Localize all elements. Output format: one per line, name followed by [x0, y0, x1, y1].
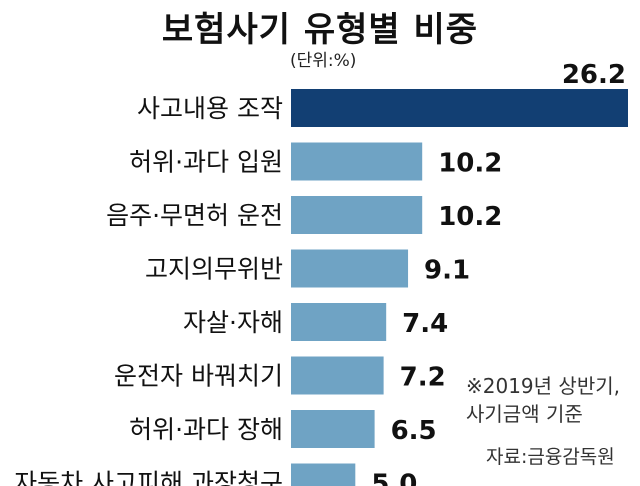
bar-3: [291, 249, 409, 288]
category-label-5: 운전자 바꿔치기: [114, 362, 283, 391]
unit-label: (단위:%): [290, 51, 357, 71]
category-label-4: 자살·자해: [183, 308, 283, 337]
source-label: 자료:금융감독원: [486, 446, 615, 468]
footnote: ※2019년 상반기, 사기금액 기준: [466, 372, 620, 428]
bar-0: [291, 89, 628, 127]
footnote-line-2: 사기금액 기준: [466, 402, 583, 426]
bar-4: [291, 303, 387, 341]
footnote-line-1: ※2019년 상반기,: [466, 374, 620, 398]
value-label-6: 6.5: [391, 416, 437, 446]
value-label-0: 26.2: [562, 60, 626, 90]
value-label-4: 7.4: [402, 309, 448, 339]
value-label-5: 7.2: [400, 363, 446, 393]
bar-1: [291, 142, 423, 181]
chart-title: 보험사기 유형별 비중: [161, 10, 479, 50]
bar-5: [291, 356, 384, 395]
category-label-1: 허위·과다 입원: [129, 148, 283, 177]
category-label-2: 음주·무면허 운전: [106, 201, 283, 230]
category-label-7: 자동차 사고피해 과장청구: [14, 469, 283, 486]
bar-2: [291, 196, 423, 234]
bar-7: [291, 463, 356, 486]
category-label-3: 고지의무위반: [145, 255, 283, 284]
bar-6: [291, 410, 375, 448]
category-label-0: 사고내용 조작: [137, 94, 283, 123]
value-label-3: 9.1: [424, 256, 470, 286]
value-label-7: 5.0: [371, 470, 417, 486]
category-label-6: 허위·과다 장해: [129, 415, 283, 444]
value-label-1: 10.2: [438, 149, 502, 179]
value-label-2: 10.2: [438, 202, 502, 232]
